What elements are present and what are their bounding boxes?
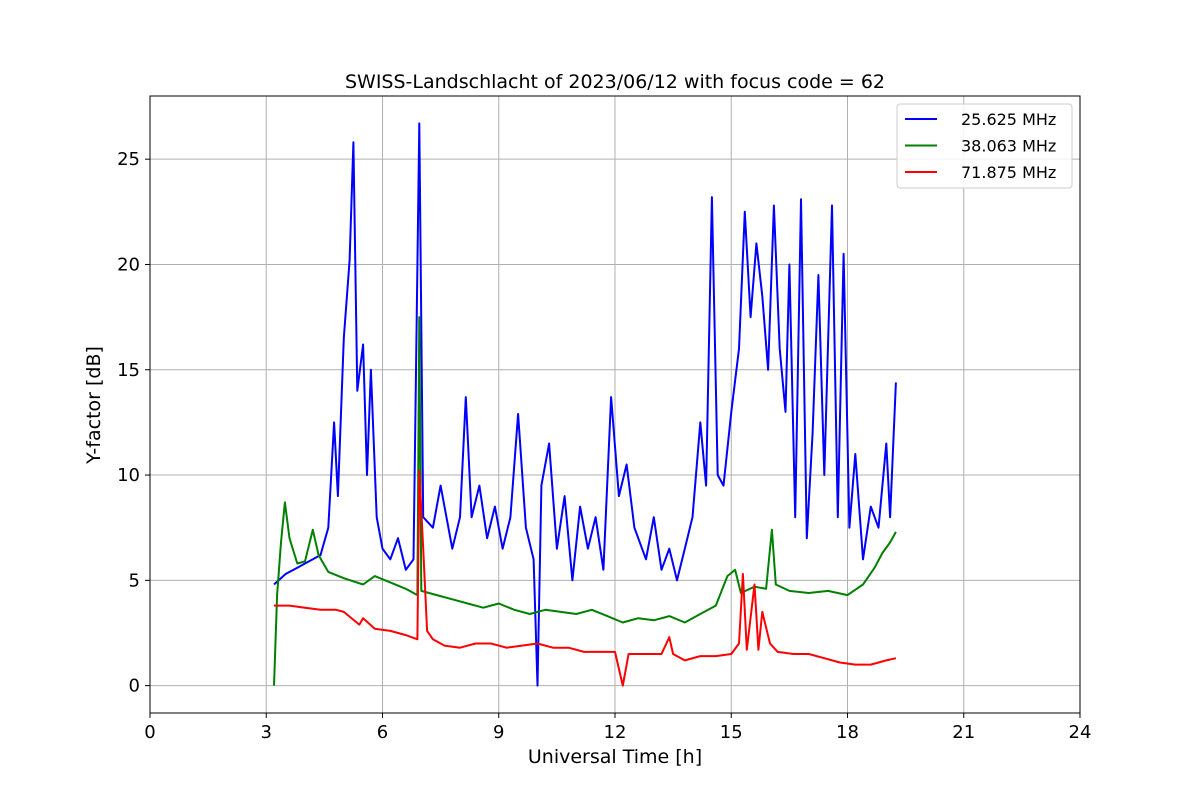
chart-title: SWISS-Landschlacht of 2023/06/12 with fo… — [345, 71, 885, 93]
y-tick-label: 5 — [129, 570, 140, 591]
y-axis-label: Y-factor [dB] — [83, 346, 105, 465]
x-tick-label: 9 — [493, 722, 504, 743]
x-tick-label: 18 — [836, 722, 859, 743]
y-tick-label: 25 — [117, 149, 140, 170]
x-tick-label: 3 — [261, 722, 272, 743]
legend-box — [896, 103, 1073, 189]
x-axis-label: Universal Time [h] — [528, 746, 702, 768]
series-line-1 — [273, 122, 897, 687]
x-tick-label: 12 — [604, 722, 627, 743]
x-tick-label: 0 — [144, 722, 155, 743]
series-line-3 — [274, 469, 897, 687]
axis-ticks: 0 3 6 9 12 15 18 21 24 0 5 10 15 20 25 — [117, 149, 1091, 743]
legend-label: 71.875 MHz — [961, 163, 1056, 182]
x-tick-label: 21 — [952, 722, 975, 743]
y-tick-label: 20 — [117, 254, 140, 275]
series-line-2 — [273, 316, 897, 686]
series-layer — [273, 122, 897, 687]
plot-area — [273, 122, 897, 687]
legend-label: 25.625 MHz — [961, 110, 1056, 129]
legend: 25.625 MHz 38.063 MHz 71.875 MHz — [896, 103, 1073, 189]
y-tick-label: 15 — [117, 360, 140, 381]
legend-label: 38.063 MHz — [961, 137, 1056, 156]
x-tick-label: 24 — [1069, 722, 1092, 743]
y-tick-label: 10 — [117, 465, 140, 486]
y-tick-label: 0 — [129, 676, 140, 697]
x-tick-label: 6 — [377, 722, 388, 743]
x-tick-label: 15 — [720, 722, 743, 743]
